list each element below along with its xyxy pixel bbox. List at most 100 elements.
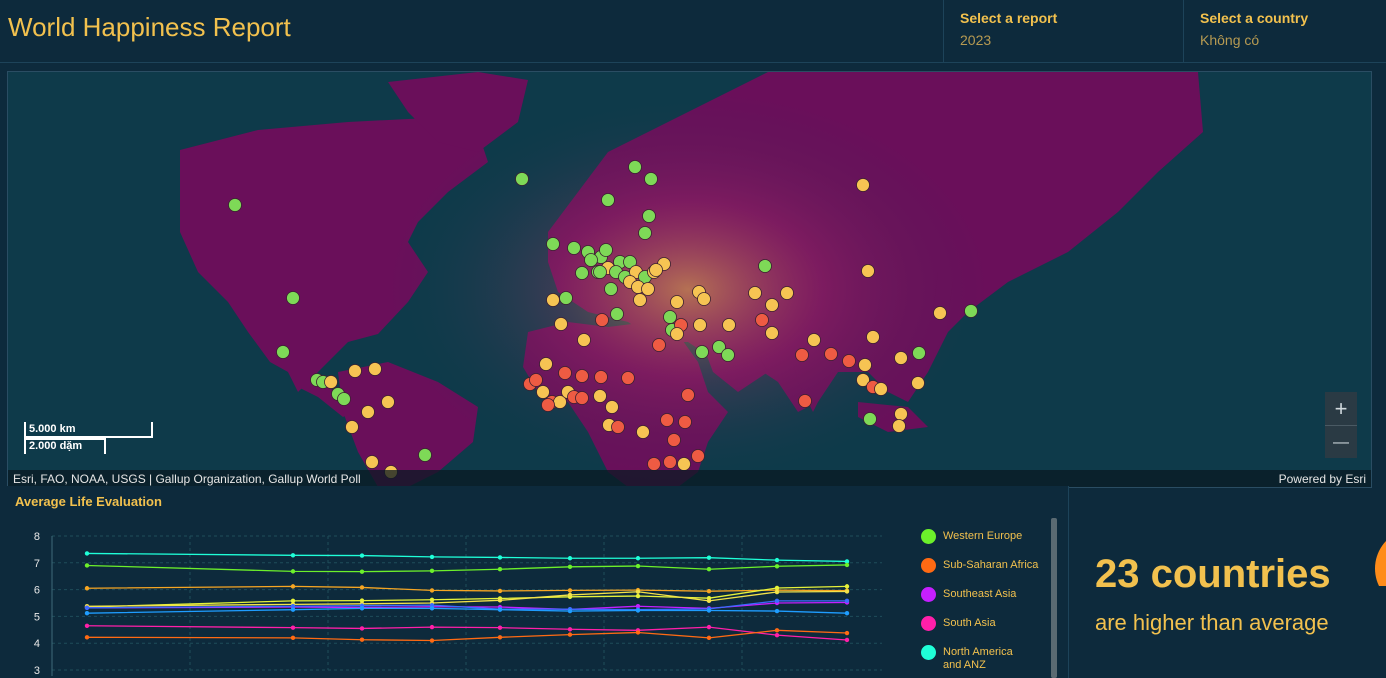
- country-marker[interactable]: [368, 362, 382, 376]
- zoom-in-button[interactable]: +: [1334, 396, 1348, 421]
- country-marker[interactable]: [693, 318, 707, 332]
- country-marker[interactable]: [780, 286, 794, 300]
- map-canvas[interactable]: [8, 72, 1371, 487]
- country-marker[interactable]: [636, 425, 650, 439]
- country-marker[interactable]: [842, 354, 856, 368]
- country-marker[interactable]: [933, 306, 947, 320]
- country-marker[interactable]: [621, 371, 635, 385]
- country-marker[interactable]: [649, 263, 663, 277]
- country-marker[interactable]: [594, 370, 608, 384]
- country-marker[interactable]: [795, 348, 809, 362]
- country-marker[interactable]: [712, 340, 726, 354]
- country-selector-value[interactable]: Không có: [1200, 32, 1260, 48]
- country-marker[interactable]: [286, 291, 300, 305]
- country-marker[interactable]: [642, 209, 656, 223]
- country-marker[interactable]: [541, 398, 555, 412]
- country-marker[interactable]: [912, 346, 926, 360]
- country-marker[interactable]: [892, 419, 906, 433]
- report-selector[interactable]: Select a report 2023: [943, 0, 1184, 62]
- country-marker[interactable]: [601, 193, 615, 207]
- country-marker[interactable]: [663, 310, 677, 324]
- country-marker[interactable]: [529, 373, 543, 387]
- country-marker[interactable]: [348, 364, 362, 378]
- country-marker[interactable]: [677, 457, 691, 471]
- map-attribution[interactable]: Esri, FAO, NOAA, USGS | Gallup Organizat…: [13, 472, 361, 486]
- country-marker[interactable]: [858, 358, 872, 372]
- country-marker[interactable]: [911, 376, 925, 390]
- country-marker[interactable]: [604, 282, 618, 296]
- country-marker[interactable]: [695, 345, 709, 359]
- country-marker[interactable]: [558, 366, 572, 380]
- country-marker[interactable]: [345, 420, 359, 434]
- country-marker[interactable]: [798, 394, 812, 408]
- country-marker[interactable]: [644, 172, 658, 186]
- country-marker[interactable]: [611, 420, 625, 434]
- country-marker[interactable]: [697, 292, 711, 306]
- country-marker[interactable]: [276, 345, 290, 359]
- country-marker[interactable]: [691, 449, 705, 463]
- country-marker[interactable]: [638, 226, 652, 240]
- country-marker[interactable]: [748, 286, 762, 300]
- country-marker[interactable]: [567, 241, 581, 255]
- country-marker[interactable]: [678, 415, 692, 429]
- country-marker[interactable]: [894, 351, 908, 365]
- powered-by-esri[interactable]: Powered by Esri: [1278, 472, 1366, 486]
- country-marker[interactable]: [559, 291, 573, 305]
- country-marker[interactable]: [593, 265, 607, 279]
- country-marker[interactable]: [894, 407, 908, 421]
- country-marker[interactable]: [628, 160, 642, 174]
- country-marker[interactable]: [599, 243, 613, 257]
- country-marker[interactable]: [681, 388, 695, 402]
- country-marker[interactable]: [964, 304, 978, 318]
- country-marker[interactable]: [575, 266, 589, 280]
- country-marker[interactable]: [861, 264, 875, 278]
- line-chart[interactable]: 3 4 5 6 7 8: [7, 486, 907, 678]
- country-marker[interactable]: [575, 391, 589, 405]
- country-marker[interactable]: [584, 253, 598, 267]
- country-marker[interactable]: [418, 448, 432, 462]
- country-marker[interactable]: [633, 293, 647, 307]
- country-marker[interactable]: [807, 333, 821, 347]
- country-marker[interactable]: [755, 313, 769, 327]
- country-marker[interactable]: [546, 293, 560, 307]
- country-marker[interactable]: [337, 392, 351, 406]
- world-map[interactable]: 5.000 km 2.000 dặm + — Esri, FAO, NOAA, …: [7, 71, 1372, 488]
- country-marker[interactable]: [546, 237, 560, 251]
- country-marker[interactable]: [874, 382, 888, 396]
- country-marker[interactable]: [228, 198, 242, 212]
- country-marker[interactable]: [856, 373, 870, 387]
- country-marker[interactable]: [824, 347, 838, 361]
- country-marker[interactable]: [863, 412, 877, 426]
- country-marker[interactable]: [595, 313, 609, 327]
- country-marker[interactable]: [641, 282, 655, 296]
- country-marker[interactable]: [577, 333, 591, 347]
- report-selector-value[interactable]: 2023: [960, 32, 992, 48]
- country-marker[interactable]: [660, 413, 674, 427]
- country-marker[interactable]: [593, 389, 607, 403]
- country-marker[interactable]: [765, 298, 779, 312]
- country-marker[interactable]: [670, 295, 684, 309]
- country-marker[interactable]: [381, 395, 395, 409]
- country-marker[interactable]: [623, 255, 637, 269]
- country-marker[interactable]: [667, 433, 681, 447]
- country-marker[interactable]: [554, 317, 568, 331]
- legend-scrollbar[interactable]: [1051, 518, 1057, 678]
- country-marker[interactable]: [663, 455, 677, 469]
- country-selector[interactable]: Select a country Không có: [1183, 0, 1386, 62]
- country-marker[interactable]: [722, 318, 736, 332]
- country-marker[interactable]: [575, 369, 589, 383]
- zoom-out-button[interactable]: —: [1333, 434, 1349, 451]
- country-marker[interactable]: [647, 457, 661, 471]
- country-marker[interactable]: [652, 338, 666, 352]
- country-marker[interactable]: [536, 385, 550, 399]
- country-marker[interactable]: [721, 348, 735, 362]
- country-marker[interactable]: [765, 326, 779, 340]
- country-marker[interactable]: [365, 455, 379, 469]
- country-marker[interactable]: [758, 259, 772, 273]
- country-marker[interactable]: [605, 400, 619, 414]
- country-marker[interactable]: [866, 330, 880, 344]
- country-marker[interactable]: [361, 405, 375, 419]
- country-marker[interactable]: [324, 375, 338, 389]
- country-marker[interactable]: [610, 307, 624, 321]
- country-marker[interactable]: [539, 357, 553, 371]
